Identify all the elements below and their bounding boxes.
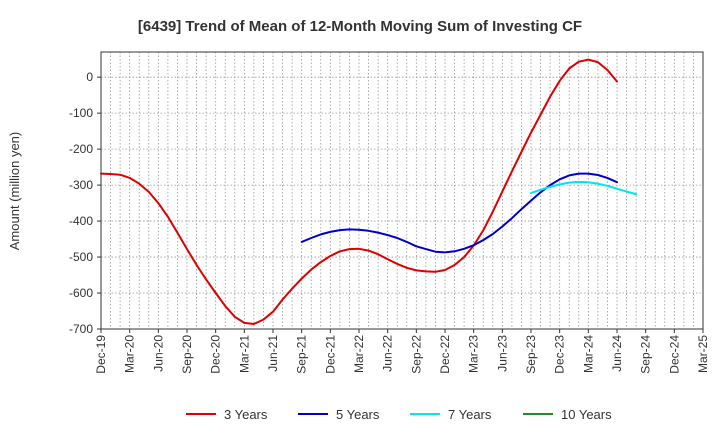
x-tick-label: Mar-25	[696, 335, 710, 373]
gridlines	[101, 52, 703, 329]
y-tick-label: -400	[69, 214, 93, 228]
x-tick-label: Sep-21	[295, 335, 309, 374]
x-tick-label: Dec-24	[667, 335, 681, 374]
x-tick-label: Dec-20	[209, 335, 223, 374]
y-tick-label: 0	[86, 70, 93, 84]
x-tick-label: Dec-19	[94, 335, 108, 374]
x-tick-label: Jun-24	[610, 335, 624, 372]
legend-label: 7 Years	[448, 407, 492, 422]
x-tick-label: Jun-21	[266, 335, 280, 372]
x-tick-label: Mar-22	[352, 335, 366, 373]
y-tick-label: -500	[69, 250, 93, 264]
x-tick-label: Sep-20	[180, 335, 194, 374]
x-tick-label: Mar-20	[123, 335, 137, 373]
x-tick-label: Mar-23	[467, 335, 481, 373]
legend-label: 10 Years	[561, 407, 612, 422]
x-tick-label: Jun-20	[151, 335, 165, 372]
y-tick-label: -100	[69, 106, 93, 120]
plot-background	[101, 52, 703, 329]
series-lines	[100, 58, 638, 325]
x-tick-label: Dec-21	[323, 335, 337, 374]
series-line-5-years	[300, 172, 618, 254]
series-line-3-years	[100, 58, 618, 325]
y-axis-title: Amount (million yen)	[7, 132, 22, 251]
legend-label: 5 Years	[336, 407, 380, 422]
legend-label: 3 Years	[224, 407, 268, 422]
series-line-7-years	[530, 180, 638, 196]
x-tick-label: Sep-22	[409, 335, 423, 374]
x-tick-label: Mar-21	[237, 335, 251, 373]
chart-title: [6439] Trend of Mean of 12-Month Moving …	[138, 18, 582, 35]
y-tick-label: -700	[69, 322, 93, 336]
x-tick-label: Dec-22	[438, 335, 452, 374]
x-tick-label: Dec-23	[553, 335, 567, 374]
plot-frame	[100, 51, 704, 330]
y-tick-label: -200	[69, 142, 93, 156]
legend: 3 Years 5 Years 7 Years 10 Years	[186, 407, 612, 422]
plot-area	[101, 52, 703, 329]
x-tick-label: Jun-22	[381, 335, 395, 372]
y-tick-label: -300	[69, 178, 93, 192]
x-tick-label: Mar-24	[581, 335, 595, 373]
x-tick-label: Sep-23	[524, 335, 538, 374]
x-axis: Dec-19 Mar-20 Jun-20 Sep-20 Dec-20 Mar-21 Jun-…	[94, 329, 710, 374]
y-axis: 0 -100 -200 -300 -400 -500 -600 -700	[69, 70, 101, 336]
plot-border	[100, 51, 704, 330]
x-tick-label: Sep-24	[639, 335, 653, 374]
x-tick-label: Jun-23	[495, 335, 509, 372]
y-tick-label: -600	[69, 286, 93, 300]
